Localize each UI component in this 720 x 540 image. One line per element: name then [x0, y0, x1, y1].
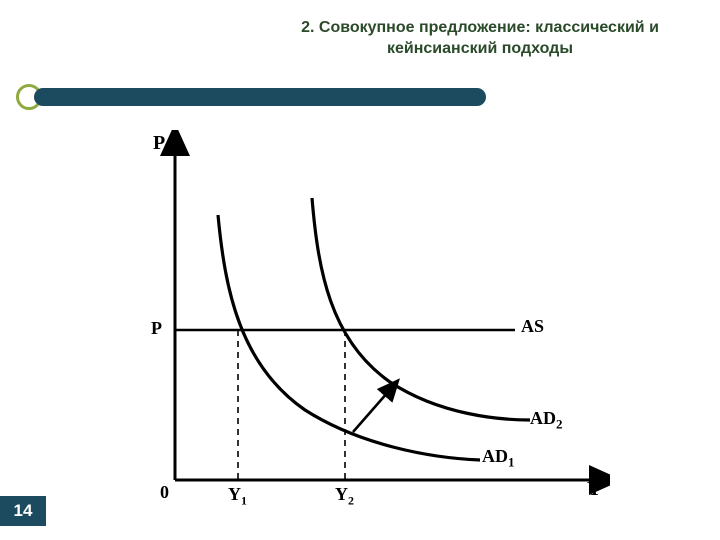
slide-title-area: 2. Совокупное предложение: классический … [280, 18, 680, 60]
origin-label: 0 [160, 482, 169, 503]
economics-diagram: P Y 0 P AS AD1 AD2 Y1 Y2 [130, 130, 610, 520]
title-bar [34, 88, 486, 106]
y1-tick-label: Y1 [228, 484, 247, 509]
y2-tick-label: Y2 [335, 484, 354, 509]
y-axis-label: P [153, 132, 165, 155]
as-label: AS [521, 316, 544, 337]
slide-number: 14 [14, 501, 33, 521]
ad1-label: AD1 [482, 446, 515, 471]
ad2-label: AD2 [530, 408, 563, 433]
slide-number-badge: 14 [0, 496, 46, 526]
x-axis-label: Y [587, 478, 601, 501]
slide-title: 2. Совокупное предложение: классический … [280, 18, 680, 60]
p-tick-label: P [151, 318, 162, 339]
